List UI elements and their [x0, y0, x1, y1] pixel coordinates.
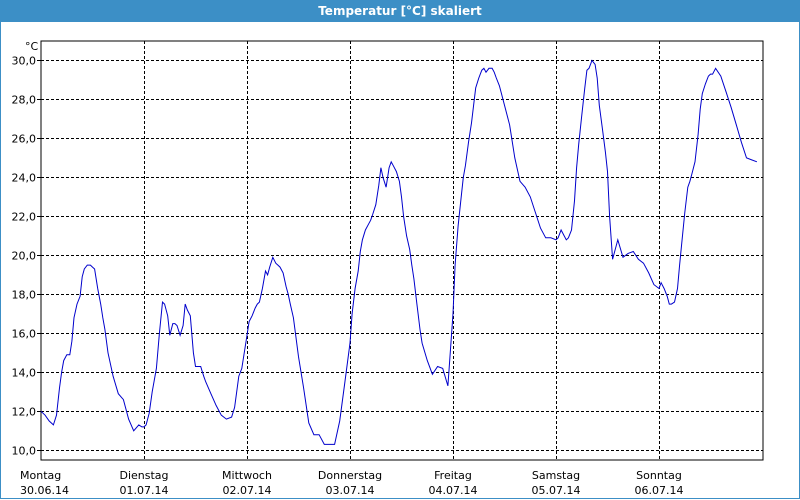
- x-axis: Montag 30.06.14 Dienstag 01.07.14 Mittwoch 02…: [20, 469, 683, 497]
- y-tick-label: 18,0: [12, 289, 37, 302]
- grid-lines: [37, 41, 763, 460]
- y-tick-label: 24,0: [12, 172, 37, 185]
- x-tick-label-date: 02.07.14: [223, 484, 272, 497]
- y-tick-label: 22,0: [12, 211, 37, 224]
- temperature-series-line: [40, 59, 758, 445]
- y-tick-label: 12,0: [12, 406, 37, 419]
- x-tick-label-day: Dienstag: [119, 469, 168, 482]
- y-tick-label: 20,0: [12, 250, 37, 263]
- x-tick-label-day: Mittwoch: [222, 469, 272, 482]
- chart-title: Temperatur [°C] skaliert: [0, 0, 800, 22]
- y-axis: °C 10,0 12,0 14,0 16,0 18,0 20,0 22,0 24,0 26,0 28…: [12, 40, 39, 458]
- y-tick-label: 26,0: [12, 133, 37, 146]
- x-tick-label-day: Samstag: [532, 469, 580, 482]
- x-tick-label-date: 30.06.14: [20, 484, 69, 497]
- x-tick-label-day: Montag: [20, 469, 61, 482]
- x-tick-label-date: 03.07.14: [326, 484, 375, 497]
- y-tick-label: 30,0: [12, 55, 37, 68]
- y-tick-label: 14,0: [12, 367, 37, 380]
- x-tick-label-date: 06.07.14: [635, 484, 684, 497]
- x-tick-label-day: Freitag: [434, 469, 472, 482]
- x-tick-label-date: 01.07.14: [120, 484, 169, 497]
- plot-area: [40, 40, 764, 461]
- x-tick-label-date: 05.07.14: [532, 484, 581, 497]
- y-tick-label: 10,0: [12, 445, 37, 458]
- x-tick-label-day: Donnerstag: [318, 469, 382, 482]
- y-tick-label: 28,0: [12, 94, 37, 107]
- x-tick-label-date: 04.07.14: [429, 484, 478, 497]
- y-axis-unit-label: °C: [25, 40, 39, 53]
- x-tick-label-day: Sonntag: [636, 469, 682, 482]
- y-tick-label: 16,0: [12, 328, 37, 341]
